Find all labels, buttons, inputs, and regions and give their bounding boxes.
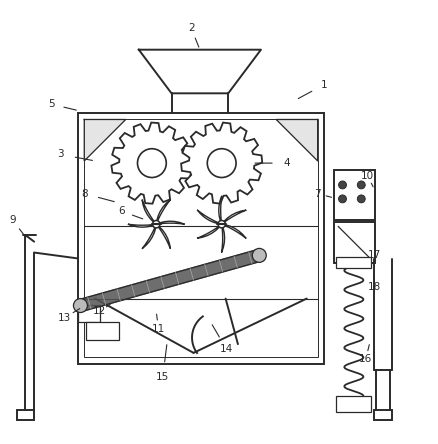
Polygon shape [276,119,317,161]
Circle shape [357,181,364,189]
Polygon shape [181,123,261,204]
Bar [336,396,371,412]
Text: 8: 8 [81,189,88,198]
Polygon shape [218,196,221,221]
Polygon shape [223,210,246,222]
Circle shape [218,221,225,228]
Polygon shape [127,224,152,227]
Bar [78,305,99,322]
Text: 11: 11 [152,324,165,334]
Text: 3: 3 [57,149,64,159]
Text: 14: 14 [219,344,232,353]
Polygon shape [159,221,184,224]
Circle shape [207,149,236,178]
Bar [17,409,34,420]
Text: 12: 12 [93,306,106,317]
Text: 17: 17 [367,250,380,260]
Polygon shape [138,50,260,93]
Text: 16: 16 [358,354,371,365]
Text: 15: 15 [156,372,169,382]
Polygon shape [158,226,170,249]
Text: 9: 9 [9,215,16,225]
Text: 18: 18 [367,282,380,293]
Bar [86,322,119,340]
Text: 1: 1 [320,79,327,90]
Circle shape [252,248,266,262]
Bar [333,222,374,263]
Circle shape [338,181,346,189]
Polygon shape [78,250,260,311]
Polygon shape [197,210,218,224]
Circle shape [137,149,166,178]
Text: 2: 2 [187,23,194,33]
Polygon shape [111,123,192,204]
Circle shape [73,298,87,313]
Text: 6: 6 [118,206,124,216]
Polygon shape [142,228,155,249]
Bar [336,257,371,268]
Bar [78,113,323,364]
Text: 10: 10 [360,171,374,181]
Polygon shape [84,119,125,161]
Circle shape [357,195,364,203]
Text: 4: 4 [283,158,290,168]
Circle shape [152,221,159,228]
Bar [333,170,374,220]
Circle shape [338,195,346,203]
Polygon shape [225,225,246,238]
Polygon shape [221,228,224,253]
Bar [374,409,391,420]
Polygon shape [156,200,170,221]
Bar [84,119,317,357]
Text: 7: 7 [314,189,320,198]
Text: 13: 13 [58,313,71,323]
Polygon shape [142,200,154,222]
Text: 5: 5 [48,99,55,109]
Polygon shape [197,226,219,238]
